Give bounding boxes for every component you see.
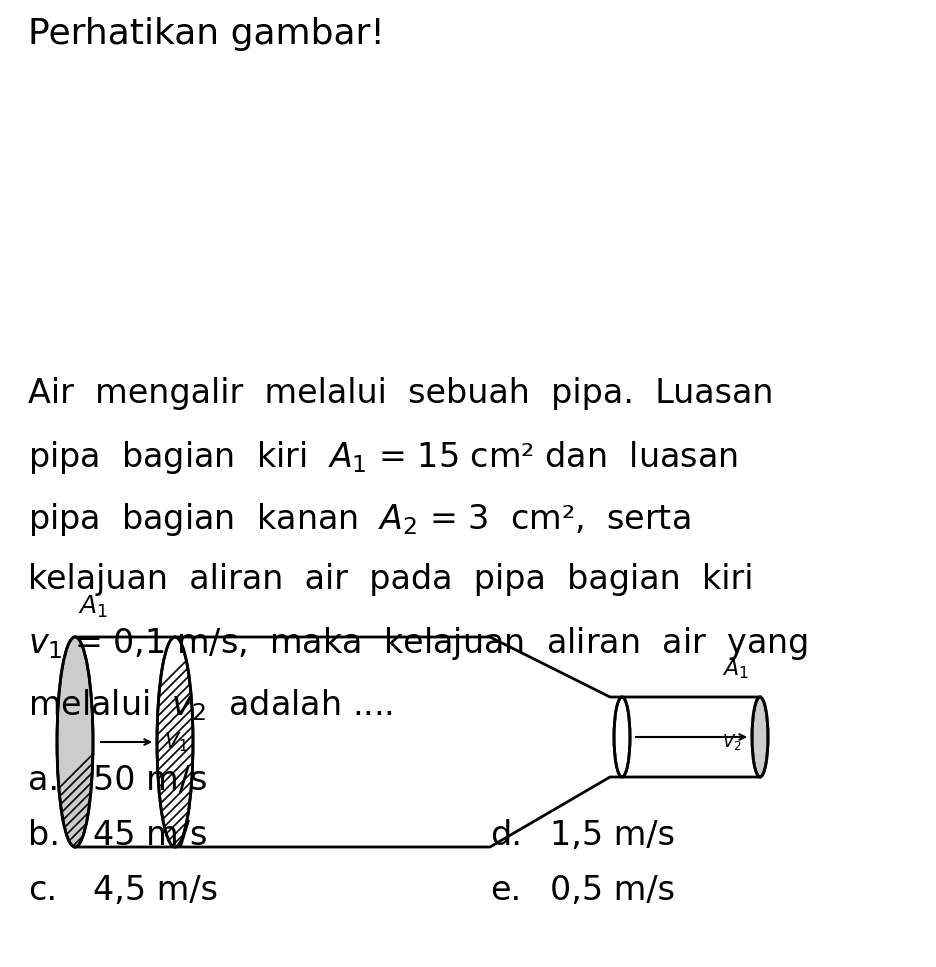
Text: 4,5 m/s: 4,5 m/s (93, 874, 218, 907)
Text: melalui  $\mathit{v}_2$  adalah ....: melalui $\mathit{v}_2$ adalah .... (28, 687, 392, 722)
Text: c.: c. (28, 874, 57, 907)
Text: $\mathit{v}_1$ = 0,1 m/s,  maka  kelajuan  aliran  air  yang: $\mathit{v}_1$ = 0,1 m/s, maka kelajuan … (28, 625, 807, 662)
Text: pipa  bagian  kiri  $\mathit{A}_1$ = 15 cm² dan  luasan: pipa bagian kiri $\mathit{A}_1$ = 15 cm²… (28, 439, 737, 476)
Ellipse shape (752, 697, 768, 777)
Text: Perhatikan gambar!: Perhatikan gambar! (28, 17, 385, 51)
Polygon shape (75, 637, 759, 847)
Text: d.: d. (490, 819, 521, 852)
Text: 45 m/s: 45 m/s (93, 819, 207, 852)
Ellipse shape (613, 697, 629, 777)
Ellipse shape (57, 637, 93, 847)
Text: b.: b. (28, 819, 60, 852)
Text: e.: e. (490, 874, 520, 907)
Text: 1,5 m/s: 1,5 m/s (549, 819, 674, 852)
Text: 50 m/s: 50 m/s (93, 764, 207, 797)
Text: $\mathit{A}_1$: $\mathit{A}_1$ (721, 658, 748, 681)
Text: $\mathit{A}_1$: $\mathit{A}_1$ (78, 594, 108, 620)
Text: $\mathit{V}_1$: $\mathit{V}_1$ (164, 730, 188, 754)
Text: pipa  bagian  kanan  $\mathit{A}_2$ = 3  cm²,  serta: pipa bagian kanan $\mathit{A}_2$ = 3 cm²… (28, 501, 690, 538)
Text: Air  mengalir  melalui  sebuah  pipa.  Luasan: Air mengalir melalui sebuah pipa. Luasan (28, 377, 773, 410)
Ellipse shape (157, 637, 193, 847)
Text: kelajuan  aliran  air  pada  pipa  bagian  kiri: kelajuan aliran air pada pipa bagian kir… (28, 563, 753, 596)
Text: 0,5 m/s: 0,5 m/s (549, 874, 674, 907)
Text: a.: a. (28, 764, 59, 797)
Text: $\mathit{V}_2$: $\mathit{V}_2$ (722, 732, 741, 752)
